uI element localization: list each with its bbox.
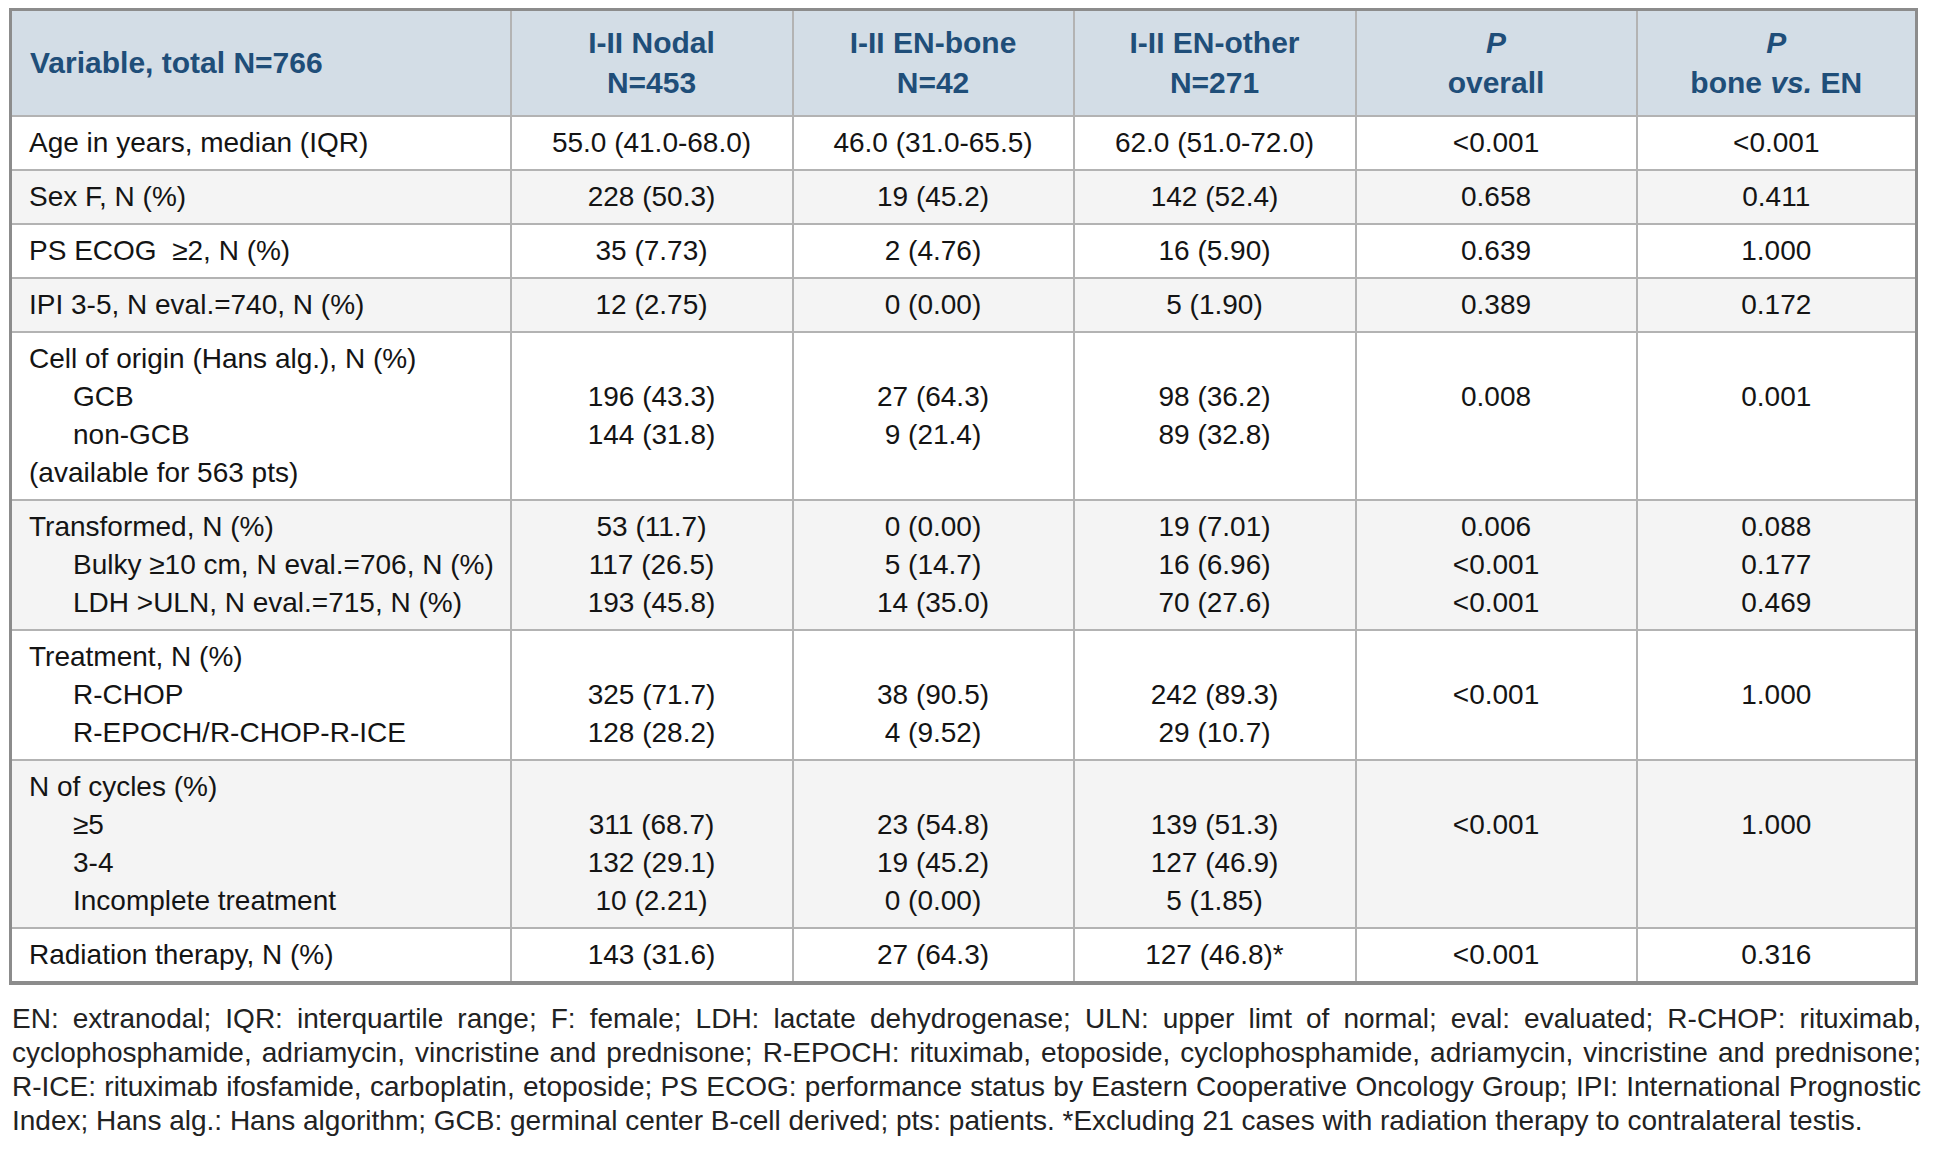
table-row: Age in years, median (IQR)55.0 (41.0-68.… [11,116,1917,170]
col-header-nodal: I-II Nodal N=453 [511,10,793,117]
value-cell-bone: 46.0 (31.0-65.5) [793,116,1074,170]
value-cell-nodal: 228 (50.3) [511,170,793,224]
table-body: Age in years, median (IQR)55.0 (41.0-68.… [11,116,1917,983]
value-cell-bone: 27 (64.3)9 (21.4) [793,332,1074,500]
value-cell-other: 242 (89.3)29 (10.7) [1074,630,1356,760]
table-row: IPI 3-5, N eval.=740, N (%)12 (2.75)0 (0… [11,278,1917,332]
value-cell-p_bone: 0.411 [1637,170,1917,224]
col-header-p-bone-vs-en: P bone vs. EN [1637,10,1917,117]
value-cell-p_bone: 0.316 [1637,928,1917,983]
value-cell-bone: 23 (54.8)19 (45.2)0 (0.00) [793,760,1074,928]
table-row: PS ECOG ≥2, N (%)35 (7.73)2 (4.76)16 (5.… [11,224,1917,278]
value-cell-p_overall: <0.001 [1356,760,1637,928]
value-cell-other: 127 (46.8)* [1074,928,1356,983]
value-cell-p_overall: 0.639 [1356,224,1637,278]
value-cell-other: 5 (1.90) [1074,278,1356,332]
col-header-variable: Variable, total N=766 [11,10,511,117]
row-label-cell: Radiation therapy, N (%) [11,928,511,983]
header-row: Variable, total N=766 I-II Nodal N=453 I… [11,10,1917,117]
value-cell-p_overall: 0.389 [1356,278,1637,332]
value-cell-other: 62.0 (51.0-72.0) [1074,116,1356,170]
row-label-cell: Cell of origin (Hans alg.), N (%)GCBnon-… [11,332,511,500]
table-row: Transformed, N (%)Bulky ≥10 cm, N eval.=… [11,500,1917,630]
value-cell-p_bone: 0.0880.1770.469 [1637,500,1917,630]
value-cell-bone: 0 (0.00) [793,278,1074,332]
value-cell-bone: 27 (64.3) [793,928,1074,983]
value-cell-p_bone: 0.001 [1637,332,1917,500]
row-label-cell: IPI 3-5, N eval.=740, N (%) [11,278,511,332]
value-cell-p_overall: 0.658 [1356,170,1637,224]
value-cell-p_bone: 1.000 [1637,224,1917,278]
value-cell-nodal: 55.0 (41.0-68.0) [511,116,793,170]
value-cell-p_bone: 0.172 [1637,278,1917,332]
value-cell-p_overall: <0.001 [1356,116,1637,170]
row-label-cell: Treatment, N (%)R-CHOPR-EPOCH/R-CHOP-R-I… [11,630,511,760]
value-cell-p_overall: <0.001 [1356,928,1637,983]
value-cell-other: 139 (51.3)127 (46.9)5 (1.85) [1074,760,1356,928]
value-cell-nodal: 196 (43.3)144 (31.8) [511,332,793,500]
value-cell-bone: 0 (0.00)5 (14.7)14 (35.0) [793,500,1074,630]
value-cell-p_overall: <0.001 [1356,630,1637,760]
row-label-cell: PS ECOG ≥2, N (%) [11,224,511,278]
table-row: Cell of origin (Hans alg.), N (%)GCBnon-… [11,332,1917,500]
value-cell-nodal: 35 (7.73) [511,224,793,278]
value-cell-p_overall: 0.008 [1356,332,1637,500]
p-bone-label-vs: vs. [1770,66,1812,99]
value-cell-other: 16 (5.90) [1074,224,1356,278]
col-header-p-overall: P overall [1356,10,1637,117]
footnote: EN: extranodal; IQR: interquartile range… [12,1002,1921,1138]
value-cell-nodal: 12 (2.75) [511,278,793,332]
value-cell-other: 142 (52.4) [1074,170,1356,224]
baseline-characteristics-table: Variable, total N=766 I-II Nodal N=453 I… [9,8,1918,985]
value-cell-nodal: 325 (71.7)128 (28.2) [511,630,793,760]
value-cell-other: 98 (36.2)89 (32.8) [1074,332,1356,500]
value-cell-bone: 38 (90.5)4 (9.52) [793,630,1074,760]
page: Variable, total N=766 I-II Nodal N=453 I… [0,0,1933,1161]
value-cell-nodal: 311 (68.7)132 (29.1)10 (2.21) [511,760,793,928]
col-header-en-bone: I-II EN-bone N=42 [793,10,1074,117]
row-label-cell: Age in years, median (IQR) [11,116,511,170]
value-cell-p_overall: 0.006<0.001<0.001 [1356,500,1637,630]
value-cell-bone: 19 (45.2) [793,170,1074,224]
table-row: Radiation therapy, N (%)143 (31.6)27 (64… [11,928,1917,983]
value-cell-bone: 2 (4.76) [793,224,1074,278]
value-cell-p_bone: 1.000 [1637,630,1917,760]
p-bone-label-post: EN [1820,66,1862,99]
col-header-en-other: I-II EN-other N=271 [1074,10,1356,117]
value-cell-p_bone: <0.001 [1637,116,1917,170]
row-label-cell: Sex F, N (%) [11,170,511,224]
table-header: Variable, total N=766 I-II Nodal N=453 I… [11,10,1917,117]
value-cell-p_bone: 1.000 [1637,760,1917,928]
row-label-cell: Transformed, N (%)Bulky ≥10 cm, N eval.=… [11,500,511,630]
value-cell-nodal: 53 (11.7)117 (26.5)193 (45.8) [511,500,793,630]
value-cell-other: 19 (7.01)16 (6.96)70 (27.6) [1074,500,1356,630]
table-row: Sex F, N (%)228 (50.3)19 (45.2)142 (52.4… [11,170,1917,224]
value-cell-nodal: 143 (31.6) [511,928,793,983]
table-row: N of cycles (%)≥53-4Incomplete treatment… [11,760,1917,928]
p-bone-label-pre: bone [1690,66,1762,99]
table-row: Treatment, N (%)R-CHOPR-EPOCH/R-CHOP-R-I… [11,630,1917,760]
row-label-cell: N of cycles (%)≥53-4Incomplete treatment [11,760,511,928]
